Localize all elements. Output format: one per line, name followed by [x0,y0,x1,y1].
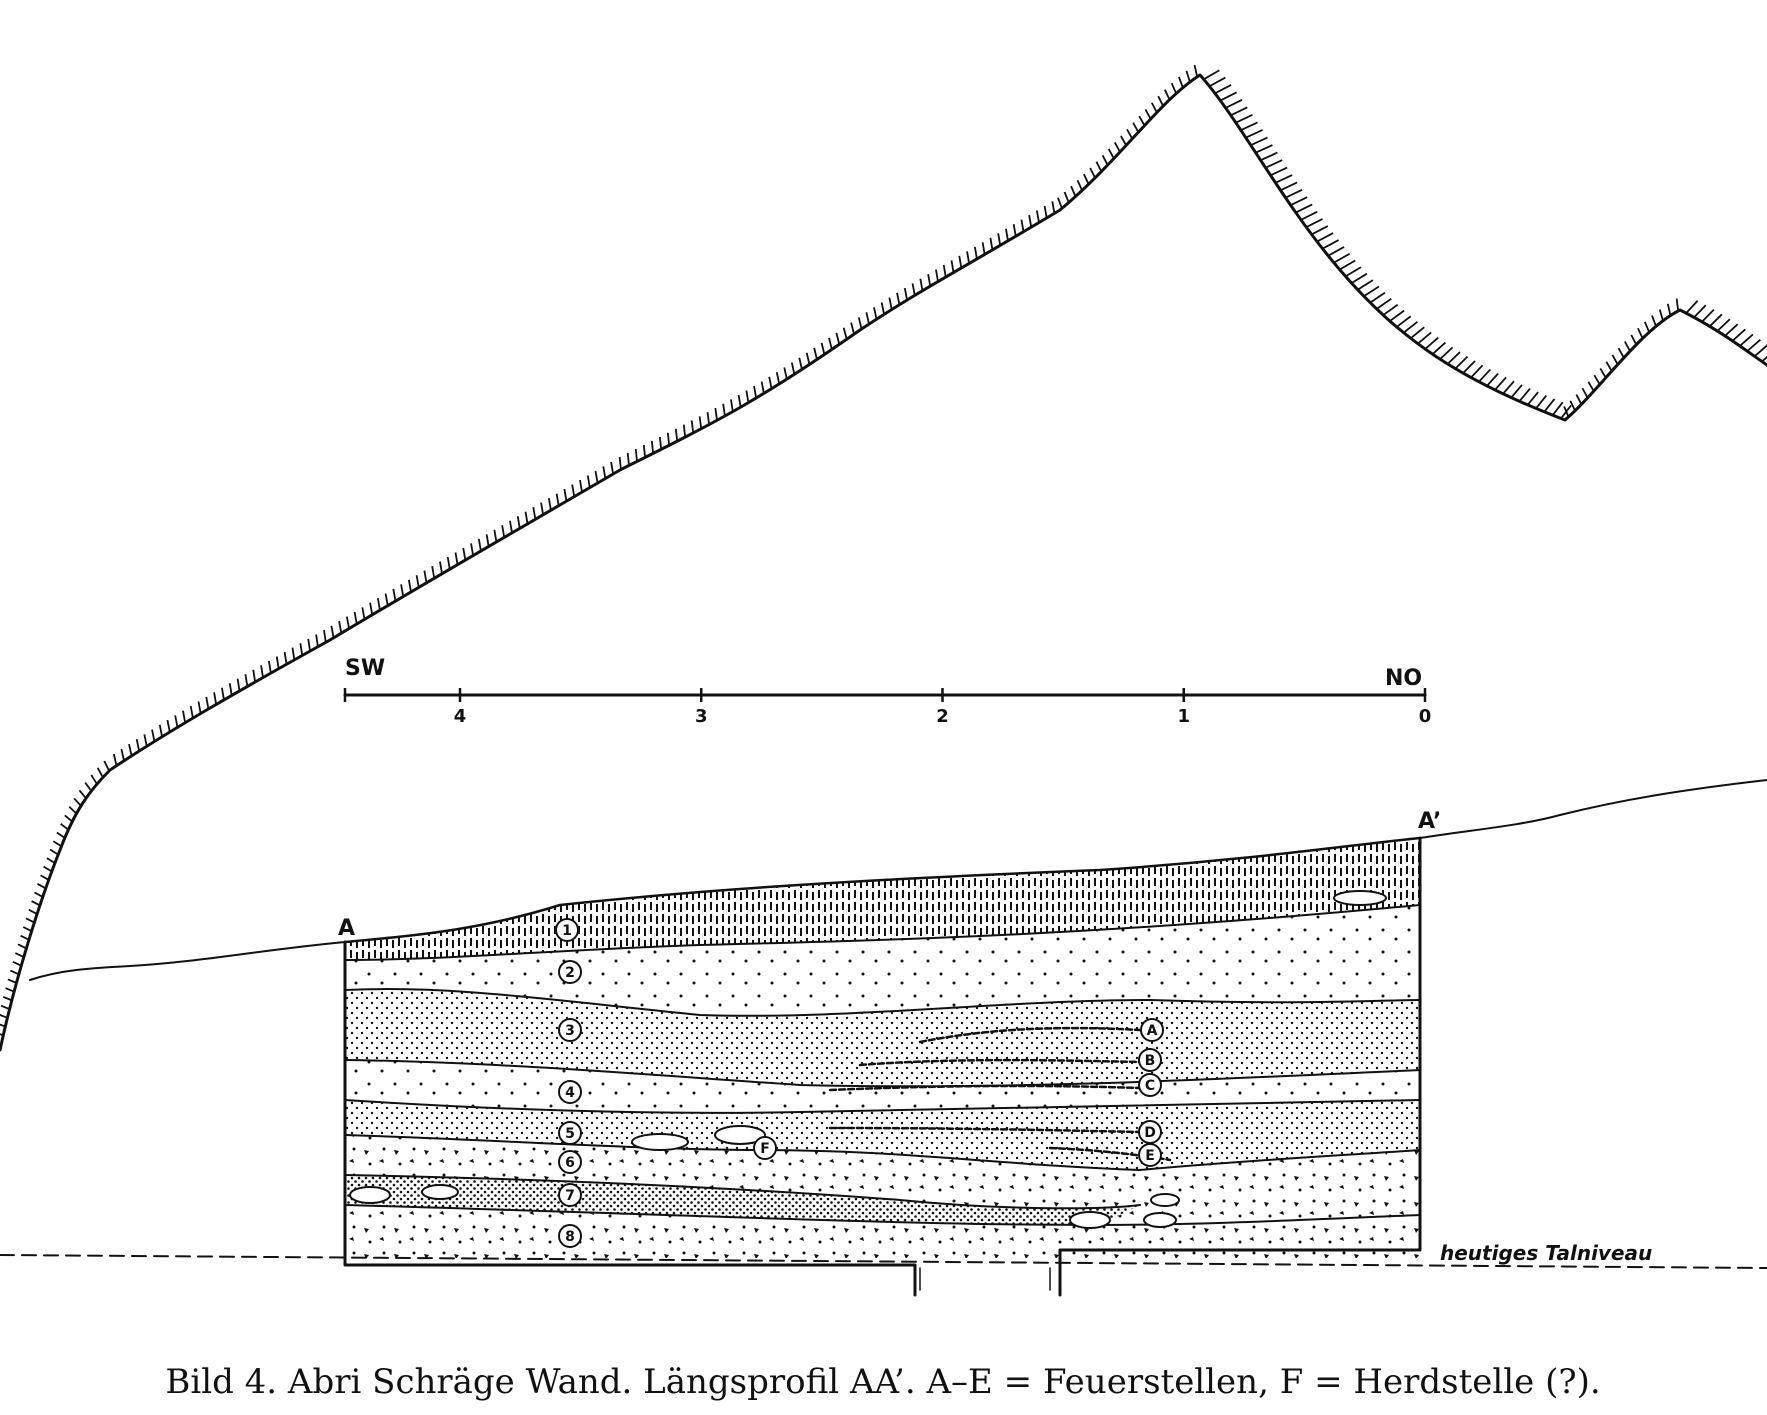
hearth-letter: C [1145,1078,1155,1094]
scale-tick-label: 0 [1419,706,1432,727]
layer-number: 4 [565,1085,575,1101]
section-profile [343,836,1422,1297]
rock-wall [0,64,1767,1052]
hearth-marker [1138,1143,1162,1167]
hearth-letter: D [1144,1125,1156,1141]
profile-end-label: A’ [1418,809,1441,834]
layer-number: 2 [565,965,575,981]
layer-number: 7 [565,1188,575,1204]
hearth-marker [1138,1073,1162,1097]
layer-marker [558,960,582,984]
scale-left-label: SW [345,656,385,681]
scale-bar [343,688,1427,702]
layer-marker [558,1224,582,1248]
hearth-marker [1140,1018,1164,1042]
hearth-letter: E [1145,1148,1155,1164]
layer-marker [558,1121,582,1145]
ground-line [29,779,1767,981]
profile-start-label: A [338,916,355,941]
layer-marker [558,1018,582,1042]
scale-right-label: NO [1385,666,1422,691]
layer-number: 8 [565,1229,575,1245]
scale-tick-label: 4 [454,706,467,727]
layer-number: 3 [565,1023,575,1039]
hearth-letter: F [760,1141,770,1157]
scale-tick-label: 3 [695,706,708,727]
layer-marker [555,918,579,942]
scale-tick-label: 1 [1177,706,1190,727]
layer-number: 1 [562,923,572,939]
layer-number: 6 [565,1155,575,1171]
figure-caption: Bild 4. Abri Schräge Wand. Längsprofil A… [165,1362,1600,1402]
scale-tick-label: 2 [936,706,949,727]
hearth-marker [1138,1048,1162,1072]
valley-level-label: heutiges Talniveau [1440,1241,1652,1265]
layer-number: 5 [565,1126,575,1142]
layer-marker [558,1183,582,1207]
valley-level-line [0,1254,1767,1269]
layer-marker [558,1150,582,1174]
layer-marker [558,1080,582,1104]
hearth-letter: B [1145,1053,1156,1069]
hearth-marker [753,1136,777,1160]
hearth-letter: A [1147,1023,1158,1039]
